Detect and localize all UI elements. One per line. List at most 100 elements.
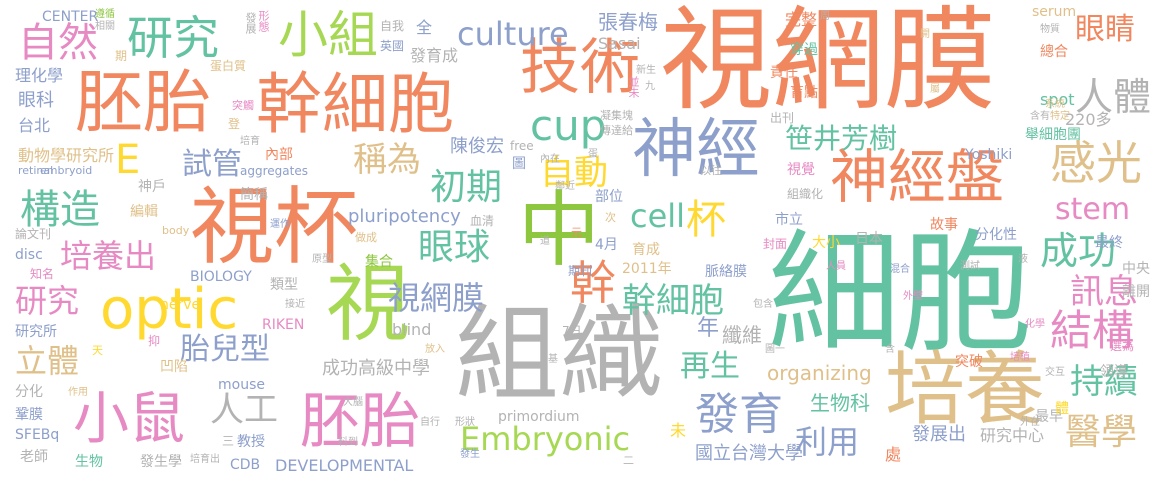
word-jiu: 九 xyxy=(645,81,655,92)
word-ci: 次 xyxy=(605,211,616,224)
word-peitai-pink: 胚胎 xyxy=(300,387,420,457)
word-220duo: 220多 xyxy=(1065,110,1112,129)
word-disc: disc xyxy=(15,247,43,263)
word-bei: 杯 xyxy=(686,197,726,243)
word-serum: serum xyxy=(1032,4,1077,20)
word-baohan: 包含 xyxy=(753,299,773,310)
word-danao: 大腦 xyxy=(343,397,363,408)
word-4yue: 4月 xyxy=(595,237,618,253)
word-sfebq: SFEBq xyxy=(15,427,60,443)
word-ziran: 自然 xyxy=(18,20,98,66)
word-zonghe: 總合 xyxy=(1040,44,1068,60)
word-chuqi: 初期 xyxy=(430,167,503,208)
word-xunxi: 訊息 xyxy=(1070,272,1138,312)
word-xiaozu: 小組 xyxy=(278,6,378,64)
word-liaodao: 料到 xyxy=(338,437,358,448)
word-riken: RIKEN xyxy=(262,317,305,333)
word-cup: cup xyxy=(530,101,607,150)
word-cdb: CDB xyxy=(230,457,261,473)
word-shu: 屬 xyxy=(930,84,940,95)
word-zhou: 周 xyxy=(820,11,830,22)
word-jishu: 技術 xyxy=(520,33,640,103)
word-ganguang: 感光 xyxy=(1050,136,1142,190)
word-stem: stem xyxy=(1055,192,1131,227)
word-chuanguo: 穿過 xyxy=(790,42,818,58)
word-zhong: 中 xyxy=(518,183,601,278)
word-wuzhi: 物質 xyxy=(1040,24,1060,35)
word-chenggong: 成功 xyxy=(1040,229,1117,273)
word-shenjingpan: 神經盤 xyxy=(830,143,1005,211)
word-yixue: 醫學 xyxy=(1065,412,1138,453)
word-ye: 液 xyxy=(1018,254,1028,265)
word-er: 二 xyxy=(623,454,634,467)
word-gushi: 故事 xyxy=(930,217,958,233)
word-shiwangmo-small: 視網膜 xyxy=(388,279,485,317)
word-jiancheng: 簡稱 xyxy=(240,187,268,203)
word-culture: culture xyxy=(457,15,569,53)
word-fashengxue: 發生學 xyxy=(140,454,182,470)
word-shengwuke: 生物科 xyxy=(810,391,870,415)
word-jiaoshou: 教授 xyxy=(237,434,265,450)
word-mouse: mouse xyxy=(218,377,265,393)
word-lunwenkan: 論文刊 xyxy=(15,227,52,241)
word-lingdao: 領導 xyxy=(1100,364,1128,380)
word-dao: 道 xyxy=(540,236,550,247)
word-laoshi: 老師 xyxy=(20,449,48,465)
word-yanjiusuo: 研究所 xyxy=(15,324,57,340)
word-7ri: 7日 xyxy=(562,324,582,338)
word-zunxun: 遵循 xyxy=(95,9,115,20)
word-mangdian: 盲點 xyxy=(790,85,818,101)
word-gouzao: 構造 xyxy=(20,187,100,233)
word-jixibaotuan: 舉細胞團 xyxy=(1025,127,1081,143)
word-tu: 圖 xyxy=(512,156,526,172)
word-chenggonggaoji: 成功高級中學 xyxy=(322,358,430,379)
word-buwei: 部位 xyxy=(595,189,623,205)
word-sasai-kanji: 笹井芳樹 xyxy=(785,122,898,155)
word-fenhuaxing: 分化性 xyxy=(975,227,1017,243)
word-yanke: 眼科 xyxy=(18,90,54,111)
word-blind: blind xyxy=(392,320,432,339)
word-yunzuo: 運作 xyxy=(270,219,290,230)
word-yucheng: 育成 xyxy=(632,242,660,258)
word-chixu: 持續 xyxy=(1070,362,1138,402)
word-bianji: 編輯 xyxy=(130,204,158,220)
word-liyong: 利用 xyxy=(795,423,860,461)
word-quan: 全 xyxy=(416,18,433,37)
word-wanzheng: 完整 xyxy=(785,10,818,29)
word-ganxibao-green: 幹細胞 xyxy=(622,281,724,321)
word-hanyou: 含有 xyxy=(1030,111,1050,122)
word-shiguan: 試管 xyxy=(182,147,242,182)
word-xianwei: 纖維 xyxy=(722,323,762,347)
word-shiwangmo-large: 視網膜 xyxy=(660,0,996,126)
word-san: 三 xyxy=(222,434,235,448)
word-fenhua: 分化 xyxy=(15,384,43,400)
word-biology: BIOLOGY xyxy=(190,269,252,285)
word-xueqing: 血清 xyxy=(470,214,495,228)
word-fazhan: 發展 xyxy=(244,12,257,34)
word-qi: 期 xyxy=(115,49,128,63)
word-yanjiuzhongxin: 研究中心 xyxy=(980,426,1045,445)
word-wei: 未 xyxy=(670,421,687,440)
word-peitai-orange: 胚胎 xyxy=(75,64,212,143)
word-chukan: 出刊 xyxy=(770,111,795,125)
word-qikan: 期刊 xyxy=(568,264,593,278)
word-zuizao: 最早 xyxy=(1035,409,1063,425)
word-danbaizhi: 蛋白質 xyxy=(210,59,247,73)
word-shenhu: 神戶 xyxy=(138,179,166,195)
word-zidong: 自動 xyxy=(540,153,608,193)
word-zuoyong: 作用 xyxy=(68,387,88,398)
word-zuocheng: 做成 xyxy=(355,231,377,244)
word-chenjunhong: 陳俊宏 xyxy=(450,136,504,157)
word-zhangchunmei: 張春梅 xyxy=(598,10,658,34)
word-shijue: 視覺 xyxy=(787,162,815,178)
word-xingzhuang: 形狀 xyxy=(455,417,475,428)
word-shi: 視 xyxy=(326,255,411,353)
word-embryonic: Embryonic xyxy=(460,420,631,458)
word-xinsheng: 新生 xyxy=(636,65,656,76)
word-jihe: 集合 xyxy=(365,254,393,270)
word-teding: 特定 xyxy=(1050,111,1070,122)
word-shengwu: 生物 xyxy=(75,454,103,470)
word-likai: 離開 xyxy=(1122,284,1150,300)
word-kai: 開 xyxy=(920,29,930,40)
